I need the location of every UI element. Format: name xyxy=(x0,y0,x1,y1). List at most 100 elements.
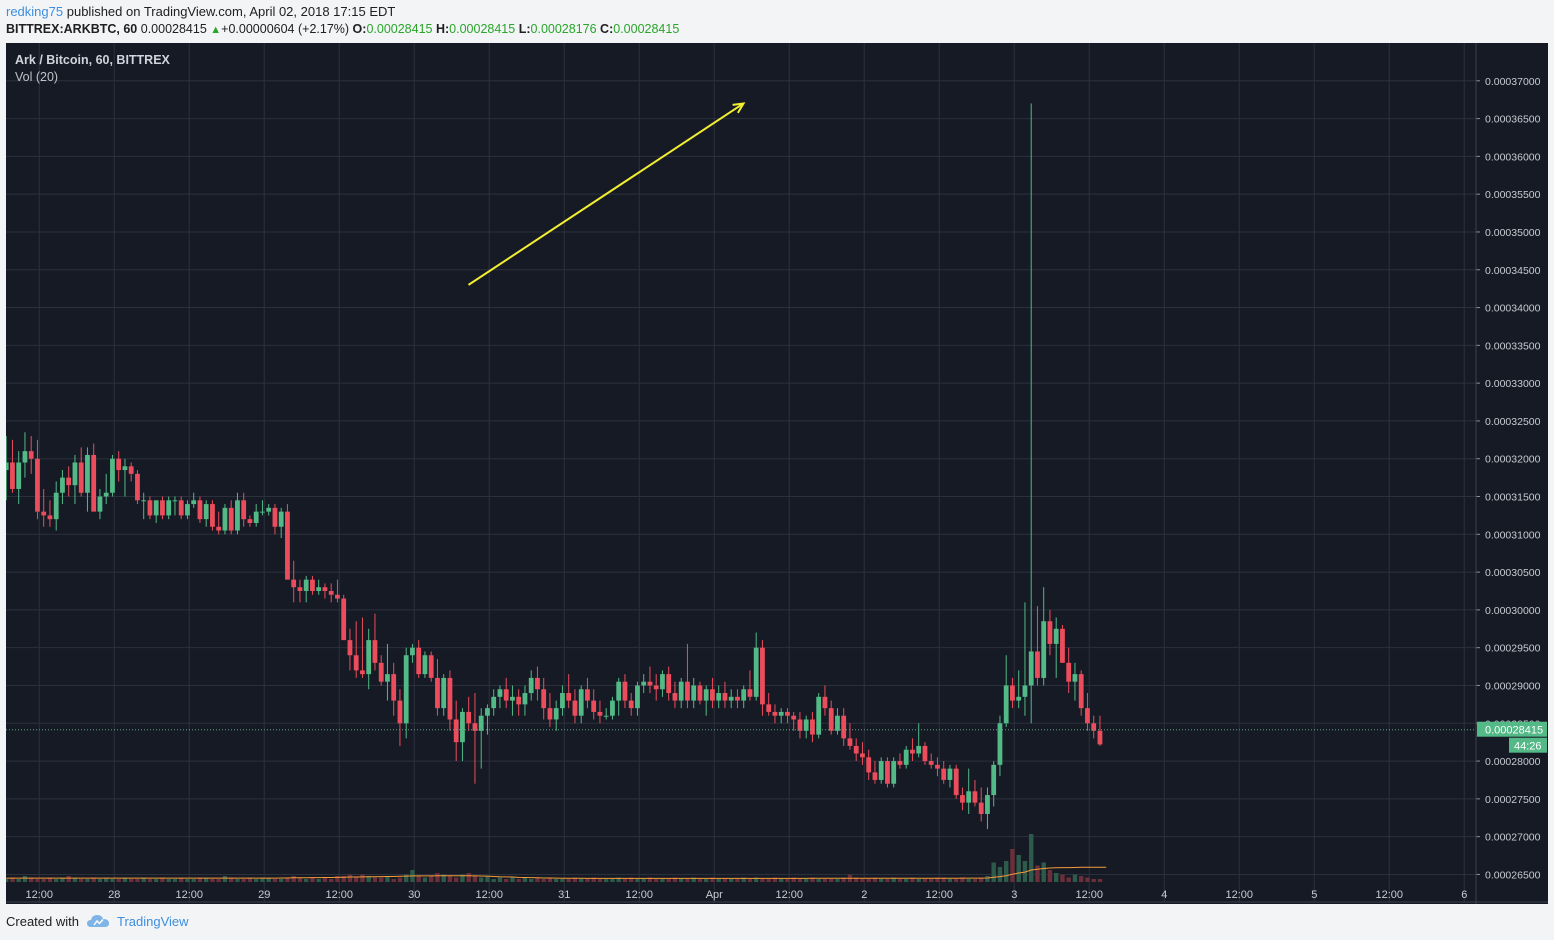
volume-bar xyxy=(247,877,253,882)
candle-body xyxy=(928,761,934,765)
candle-body xyxy=(997,723,1003,765)
candle-body xyxy=(22,451,28,463)
candle-body xyxy=(372,640,378,663)
time-tick-label: 5 xyxy=(1311,889,1317,901)
candle-body xyxy=(241,500,247,520)
volume-pane xyxy=(6,834,1107,882)
low-label: L: xyxy=(518,22,531,36)
candle-body xyxy=(66,477,72,486)
volume-bar xyxy=(729,879,734,882)
volume-bar xyxy=(335,876,340,882)
time-tick-label: 12:00 xyxy=(1225,889,1253,901)
candle-body xyxy=(722,693,728,701)
time-tick-label: 29 xyxy=(258,889,270,901)
volume-bar xyxy=(235,879,240,882)
time-axis[interactable]: 12:00 28 12:00 29 12:00 30 12:00 31 12:00 Apr 12:0… xyxy=(6,889,1548,903)
candle-body xyxy=(285,511,290,580)
tradingview-logo-icon[interactable] xyxy=(86,914,111,931)
volume-bar xyxy=(922,879,928,882)
candle-body xyxy=(16,462,22,489)
author-link[interactable]: redking75 xyxy=(6,4,64,19)
candle-body xyxy=(6,462,9,471)
volume-bar xyxy=(954,879,959,882)
volume-bar xyxy=(1004,861,1009,882)
trend-arrow[interactable] xyxy=(467,102,745,286)
price-chart[interactable]: 0.00037000 0.00036500 0.00036000 0.00035500… xyxy=(6,43,1548,904)
tradingview-link[interactable]: TradingView xyxy=(116,914,189,929)
candle-body xyxy=(116,458,122,471)
volume-bar xyxy=(822,879,828,882)
candle-body xyxy=(1078,674,1084,709)
candle-body xyxy=(403,655,409,724)
candle-body xyxy=(103,492,109,497)
price-tick-label: 0.00033000 xyxy=(1485,378,1541,390)
volume-bar xyxy=(322,877,328,882)
candle-body xyxy=(416,647,422,675)
candle-body xyxy=(397,700,403,724)
candle-body xyxy=(878,761,884,780)
candle-body xyxy=(41,511,47,516)
volume-bar xyxy=(260,877,265,882)
open-label: O: xyxy=(352,22,367,36)
price-tick-label: 0.00032000 xyxy=(1485,454,1541,466)
volume-bar xyxy=(1029,834,1034,882)
volume-bar xyxy=(216,879,221,882)
volume-bar xyxy=(154,879,159,882)
volume-bar xyxy=(754,877,759,882)
candle-body xyxy=(85,454,90,493)
candle-body xyxy=(203,504,209,520)
volume-bar xyxy=(716,879,721,882)
candle-body xyxy=(135,473,140,501)
candle-body xyxy=(866,757,872,773)
candle-body xyxy=(978,802,984,814)
candle-body xyxy=(897,761,903,765)
volume-bar xyxy=(897,879,903,882)
candle-body xyxy=(785,711,790,716)
volume-bar xyxy=(810,877,815,882)
candle-body xyxy=(166,500,172,516)
volume-bar xyxy=(585,879,590,882)
volume-bar xyxy=(872,877,878,882)
volume-bar xyxy=(60,877,65,882)
volume-bar xyxy=(966,879,971,882)
candle-body xyxy=(716,693,722,701)
close-value: 0.00028415 xyxy=(613,22,680,36)
volume-bar xyxy=(129,879,134,882)
candle-body xyxy=(185,504,190,516)
volume-bar xyxy=(41,879,46,882)
volume-bar xyxy=(666,879,671,882)
candle-body xyxy=(228,507,234,531)
volume-bar xyxy=(179,877,184,882)
volume-bar xyxy=(366,876,371,882)
candle-body xyxy=(378,662,384,682)
volume-bar xyxy=(779,879,784,882)
volume-bar xyxy=(166,879,171,882)
footer: Created with TradingView xyxy=(6,914,189,931)
volume-bar xyxy=(885,879,890,882)
candle-body xyxy=(572,700,578,716)
price-tag xyxy=(1477,721,1547,737)
price-tick-label: 0.00030000 xyxy=(1485,605,1541,617)
candle-body xyxy=(235,500,240,531)
volume-bar xyxy=(472,876,478,882)
candle-body xyxy=(922,745,928,762)
volume-bar xyxy=(97,879,103,882)
candle-body xyxy=(53,492,59,520)
volume-bar xyxy=(547,877,553,882)
volume-bar xyxy=(654,879,659,882)
volume-bar xyxy=(454,877,459,882)
time-tick-label: 12:00 xyxy=(625,889,653,901)
candle-body xyxy=(1047,621,1053,644)
price-axis[interactable]: 0.00037000 0.00036500 0.00036000 0.00035500… xyxy=(1475,43,1541,904)
candle-body xyxy=(366,640,372,675)
candle-body xyxy=(703,689,709,701)
price-tag-text: 0.00028415 xyxy=(1485,725,1543,737)
created-with-text: Created with xyxy=(6,914,79,929)
candle-body xyxy=(72,462,78,486)
candle-body xyxy=(841,715,847,739)
candle-body xyxy=(803,719,809,731)
candle-body xyxy=(697,685,703,701)
time-tick-label: 31 xyxy=(558,889,570,901)
candle-body xyxy=(578,689,584,716)
candle-body xyxy=(585,689,590,701)
